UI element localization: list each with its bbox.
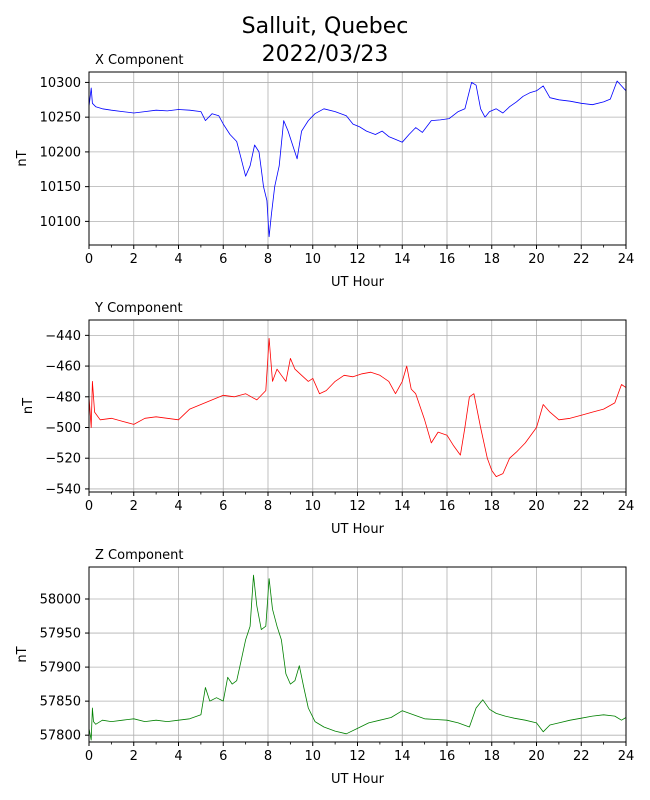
x-axis-label: UT Hour bbox=[331, 275, 385, 290]
y-tick-label: 57950 bbox=[40, 627, 81, 642]
panel-title: Z Component bbox=[95, 548, 184, 563]
x-tick-label: 14 bbox=[394, 499, 411, 514]
y-tick-label: 58000 bbox=[40, 593, 81, 608]
x-tick-label: 20 bbox=[528, 252, 545, 267]
y-axis-label: nT bbox=[15, 646, 30, 662]
panel-title: X Component bbox=[95, 53, 184, 68]
x-tick-label: 12 bbox=[349, 252, 366, 267]
x-tick-label: 20 bbox=[528, 749, 545, 764]
x-tick-label: 18 bbox=[483, 252, 500, 267]
y-tick-label: 10300 bbox=[40, 76, 81, 91]
x-tick-label: 10 bbox=[304, 499, 321, 514]
x-tick-label: 2 bbox=[130, 749, 138, 764]
x-tick-label: 8 bbox=[264, 499, 272, 514]
x-tick-label: 2 bbox=[130, 252, 138, 267]
x-tick-label: 8 bbox=[264, 749, 272, 764]
x-tick-label: 10 bbox=[304, 252, 321, 267]
x-tick-label: 12 bbox=[349, 749, 366, 764]
x-tick-label: 6 bbox=[219, 252, 227, 267]
x-tick-label: 22 bbox=[573, 252, 590, 267]
x-tick-label: 14 bbox=[394, 749, 411, 764]
x-tick-label: 0 bbox=[85, 499, 93, 514]
x-tick-label: 0 bbox=[85, 749, 93, 764]
series-line bbox=[88, 574, 627, 741]
x-tick-label: 18 bbox=[483, 749, 500, 764]
x-tick-label: 16 bbox=[439, 252, 456, 267]
x-tick-label: 24 bbox=[618, 499, 635, 514]
x-tick-label: 12 bbox=[349, 499, 366, 514]
y-axis-label: nT bbox=[21, 398, 36, 414]
x-tick-label: 14 bbox=[394, 252, 411, 267]
y-axis-label: nT bbox=[15, 150, 30, 166]
x-tick-label: 24 bbox=[618, 749, 635, 764]
x-tick-label: 24 bbox=[618, 252, 635, 267]
y-tick-label: −480 bbox=[45, 390, 81, 405]
x-tick-label: 4 bbox=[174, 252, 182, 267]
series-line bbox=[88, 80, 627, 238]
y-tick-label: 10250 bbox=[40, 111, 81, 126]
figure-title-line1: Salluit, Quebec bbox=[242, 14, 409, 39]
y-tick-label: −440 bbox=[45, 329, 81, 344]
x-tick-label: 8 bbox=[264, 252, 272, 267]
x-tick-label: 6 bbox=[219, 749, 227, 764]
y-tick-label: 57850 bbox=[40, 695, 81, 710]
x-axis-label: UT Hour bbox=[331, 522, 385, 537]
series-line bbox=[88, 337, 627, 478]
x-tick-label: 18 bbox=[483, 499, 500, 514]
x-tick-label: 20 bbox=[528, 499, 545, 514]
y-tick-label: −500 bbox=[45, 421, 81, 436]
x-tick-label: 6 bbox=[219, 499, 227, 514]
y-tick-label: 10100 bbox=[40, 215, 81, 230]
x-tick-label: 16 bbox=[439, 749, 456, 764]
y-tick-label: 57900 bbox=[40, 661, 81, 676]
x-tick-label: 4 bbox=[174, 749, 182, 764]
y-tick-label: 10200 bbox=[40, 145, 81, 160]
x-tick-label: 22 bbox=[573, 749, 590, 764]
x-tick-label: 22 bbox=[573, 499, 590, 514]
panel-title: Y Component bbox=[94, 301, 183, 316]
y-tick-label: −540 bbox=[45, 482, 81, 497]
y-tick-label: −460 bbox=[45, 360, 81, 375]
figure-title-line2: 2022/03/23 bbox=[262, 42, 389, 67]
x-tick-label: 16 bbox=[439, 499, 456, 514]
x-tick-label: 4 bbox=[174, 499, 182, 514]
x-tick-label: 2 bbox=[130, 499, 138, 514]
x-tick-label: 10 bbox=[304, 749, 321, 764]
y-tick-label: 57800 bbox=[40, 729, 81, 744]
x-axis-label: UT Hour bbox=[331, 772, 385, 787]
y-tick-label: 10150 bbox=[40, 180, 81, 195]
x-tick-label: 0 bbox=[85, 252, 93, 267]
y-tick-label: −520 bbox=[45, 452, 81, 467]
